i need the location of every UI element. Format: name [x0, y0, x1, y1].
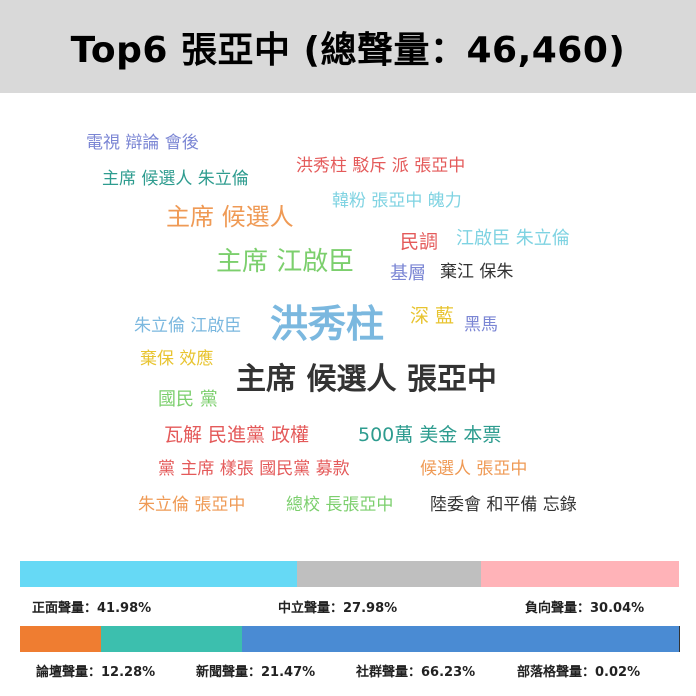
source-label-social: 社群聲量：66.23%: [356, 665, 476, 680]
cloud-word: 主席 候選人 張亞中: [236, 362, 497, 397]
cloud-word: 主席 江啟臣: [216, 247, 355, 277]
cloud-word: 民調: [400, 231, 439, 253]
page-title: Top6 張亞中 (總聲量：46,460): [70, 29, 626, 71]
header-banner: Top6 張亞中 (總聲量：46,460): [0, 0, 696, 93]
cloud-word: 總校 長張亞中: [286, 495, 394, 515]
word-cloud: 電視 辯論 會後 主席 候選人 朱立倫 洪秀柱 駁斥 派 張亞中 韓粉 張亞中 …: [0, 93, 696, 548]
sentiment-bar: [20, 561, 679, 587]
cloud-word: 500萬 美金 本票: [358, 424, 502, 446]
sentiment-label-negative: 負向聲量：30.04%: [525, 601, 645, 616]
cloud-word: 主席 候選人 朱立倫: [102, 169, 249, 189]
cloud-word: 瓦解 民進黨 政權: [164, 424, 310, 446]
sentiment-label-positive: 正面聲量：41.98%: [32, 601, 152, 616]
cloud-word: 候選人 張亞中: [420, 459, 528, 479]
cloud-word: 洪秀柱 駁斥 派 張亞中: [296, 156, 466, 176]
source-segment-forum: [20, 626, 101, 652]
cloud-word: 電視 辯論 會後: [86, 133, 199, 153]
cloud-word: 洪秀柱: [270, 302, 385, 346]
source-label-blog: 部落格聲量：0.02%: [517, 665, 641, 680]
cloud-word: 主席 候選人: [166, 203, 294, 231]
cloud-word: 棄江 保朱: [440, 262, 514, 282]
cloud-word: 黨 主席 樣張 國民黨 募款: [158, 459, 350, 479]
sentiment-segment-positive: [20, 561, 297, 587]
sentiment-segment-neutral: [296, 561, 482, 587]
source-label-forum: 論壇聲量：12.28%: [36, 665, 156, 680]
cloud-word: 韓粉 張亞中 魄力: [332, 191, 462, 211]
cloud-word: 江啟臣 朱立倫: [456, 228, 570, 249]
cloud-word: 黑馬: [464, 315, 498, 335]
source-segment-social: [242, 626, 679, 652]
source-segment-news: [100, 626, 243, 652]
cloud-word: 基層: [390, 263, 426, 284]
cloud-word: 朱立倫 江啟臣: [134, 316, 242, 336]
cloud-word: 棄保 效應: [140, 349, 214, 369]
source-label-news: 新聞聲量：21.47%: [196, 665, 316, 680]
cloud-word: 陸委會 和平備 忘錄: [430, 495, 577, 515]
source-bar: [20, 626, 679, 652]
cloud-word: 深 藍: [410, 305, 455, 327]
source-legend: 論壇聲量：12.28% 新聞聲量：21.47% 社群聲量：66.23% 部落格聲…: [20, 661, 679, 680]
sentiment-legend: 正面聲量：41.98% 中立聲量：27.98% 負向聲量：30.04%: [20, 597, 679, 616]
cloud-word: 朱立倫 張亞中: [138, 495, 246, 515]
sentiment-segment-negative: [481, 561, 679, 587]
cloud-word: 國民 黨: [158, 389, 218, 410]
sentiment-label-neutral: 中立聲量：27.98%: [278, 601, 398, 616]
